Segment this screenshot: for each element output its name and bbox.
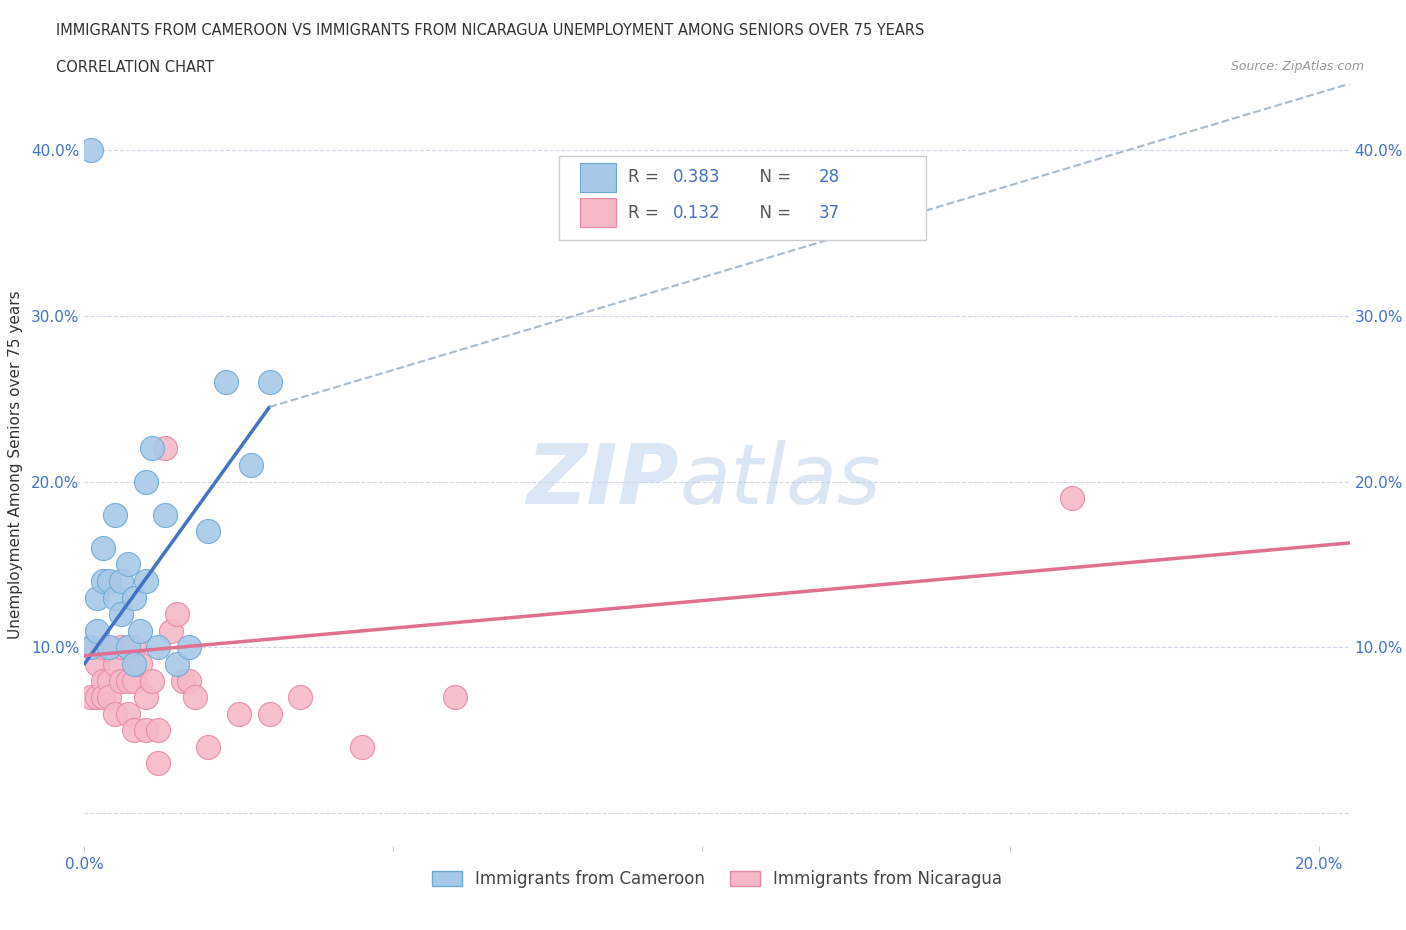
Point xyxy=(179,640,201,655)
Point xyxy=(179,673,201,688)
Text: N =: N = xyxy=(749,204,796,221)
Point xyxy=(141,441,163,456)
Point xyxy=(172,673,194,688)
Point xyxy=(122,591,145,605)
Point xyxy=(197,739,219,754)
Point xyxy=(228,706,250,721)
Point xyxy=(104,591,127,605)
Point xyxy=(148,756,170,771)
Point xyxy=(135,474,157,489)
Point xyxy=(86,657,108,671)
Point xyxy=(91,673,114,688)
Text: R =: R = xyxy=(628,168,665,187)
Point xyxy=(148,640,170,655)
Point xyxy=(91,640,114,655)
Point xyxy=(159,623,181,638)
Point xyxy=(104,507,127,522)
Point xyxy=(117,706,139,721)
Text: atlas: atlas xyxy=(679,440,880,521)
Point xyxy=(166,606,188,621)
Point xyxy=(79,640,101,655)
Legend: Immigrants from Cameroon, Immigrants from Nicaragua: Immigrants from Cameroon, Immigrants fro… xyxy=(425,864,1010,896)
Point xyxy=(104,657,127,671)
Text: 0.383: 0.383 xyxy=(673,168,720,187)
Point xyxy=(153,507,176,522)
Point xyxy=(79,690,101,705)
Text: R =: R = xyxy=(628,204,665,221)
Point xyxy=(141,673,163,688)
Point xyxy=(215,375,238,390)
Point xyxy=(290,690,312,705)
Point xyxy=(129,623,152,638)
Point xyxy=(86,623,108,638)
Point xyxy=(122,640,145,655)
Point xyxy=(91,540,114,555)
Y-axis label: Unemployment Among Seniors over 75 years: Unemployment Among Seniors over 75 years xyxy=(7,291,22,639)
Bar xyxy=(581,198,616,227)
Point xyxy=(98,690,121,705)
Text: 0.132: 0.132 xyxy=(673,204,720,221)
Text: ZIP: ZIP xyxy=(526,440,679,521)
Point xyxy=(135,574,157,589)
Point xyxy=(129,657,152,671)
Point xyxy=(184,690,207,705)
Point xyxy=(148,723,170,737)
Point xyxy=(91,574,114,589)
Text: N =: N = xyxy=(749,168,796,187)
Point xyxy=(443,690,465,705)
Point xyxy=(259,375,281,390)
Point xyxy=(110,640,132,655)
Point xyxy=(98,640,121,655)
Point xyxy=(91,690,114,705)
Text: 28: 28 xyxy=(818,168,839,187)
Point xyxy=(135,690,157,705)
Text: 37: 37 xyxy=(818,204,839,221)
Text: CORRELATION CHART: CORRELATION CHART xyxy=(56,60,214,75)
Point xyxy=(197,524,219,538)
Point xyxy=(104,706,127,721)
Point xyxy=(117,557,139,572)
Point xyxy=(122,723,145,737)
Point xyxy=(122,657,145,671)
FancyBboxPatch shape xyxy=(560,156,927,240)
Point xyxy=(79,142,101,157)
Point xyxy=(122,673,145,688)
Point xyxy=(86,591,108,605)
Point xyxy=(79,640,101,655)
Text: IMMIGRANTS FROM CAMEROON VS IMMIGRANTS FROM NICARAGUA UNEMPLOYMENT AMONG SENIORS: IMMIGRANTS FROM CAMEROON VS IMMIGRANTS F… xyxy=(56,23,925,38)
Point xyxy=(117,640,139,655)
Point xyxy=(259,706,281,721)
Point xyxy=(352,739,374,754)
Point xyxy=(98,673,121,688)
Point xyxy=(166,657,188,671)
Text: Source: ZipAtlas.com: Source: ZipAtlas.com xyxy=(1230,60,1364,73)
Point xyxy=(117,673,139,688)
Point xyxy=(153,441,176,456)
Point xyxy=(110,574,132,589)
Point xyxy=(240,458,263,472)
Point xyxy=(1060,491,1083,506)
Bar xyxy=(581,163,616,192)
Point xyxy=(135,723,157,737)
Point xyxy=(110,606,132,621)
Point xyxy=(110,673,132,688)
Point xyxy=(98,574,121,589)
Point xyxy=(86,690,108,705)
